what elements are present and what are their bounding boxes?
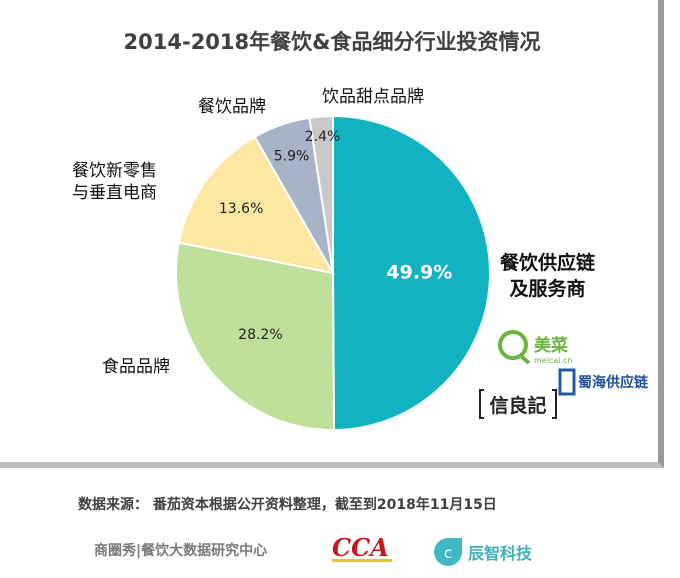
footer-chenzhi: 辰智科技 — [468, 544, 533, 563]
cca-text: CCA — [332, 533, 389, 562]
slice-value-label: 49.9% — [386, 262, 452, 284]
shuhai-logo: 蜀海供应链 — [558, 368, 668, 402]
chenzhi-logo: c — [432, 536, 464, 572]
label-catering: 餐饮品牌 — [198, 97, 266, 117]
meicai-sub-text: meicai.cn — [534, 356, 572, 365]
footer-org: 商圈秀|餐饮大数据研究中心 — [94, 543, 268, 559]
pie-chart: 49.9% 28.2% 13.6% 5.9% 2.4% — [175, 114, 492, 432]
label-drinks: 饮品甜点品牌 — [322, 87, 424, 107]
meicai-icon: 美菜 meicai.cn — [498, 330, 572, 365]
label-retail-line1: 餐饮新零售 — [72, 161, 157, 181]
cca-logo: CCA — [330, 532, 400, 570]
label-retail-line2: 与垂直电商 — [72, 183, 157, 203]
xinliangji-icon: 信良記 — [479, 389, 557, 419]
meicai-text: 美菜 — [534, 335, 569, 356]
meicai-logo: 美菜 meicai.cn — [496, 327, 586, 371]
xinliangji-text: 信良記 — [489, 394, 546, 417]
chenzhi-icon: c — [434, 538, 462, 566]
cca-icon: CCA — [332, 533, 392, 562]
slice-value-label: 2.4% — [305, 129, 341, 145]
pie-slice — [332, 114, 492, 432]
pie-slice — [308, 114, 334, 274]
label-food: 食品品牌 — [102, 357, 170, 377]
slice-value-label: 5.9% — [274, 148, 310, 164]
label-supply-line2: 及服务商 — [509, 278, 586, 300]
slice-value-label: 28.2% — [238, 327, 282, 343]
shuhai-icon: 蜀海供应链 — [558, 368, 649, 396]
label-supply: 餐饮供应链 及服务商 — [500, 250, 595, 302]
svg-text:c: c — [444, 544, 452, 562]
pie-slice — [175, 241, 335, 431]
shuhai-text: 蜀海供应链 — [578, 374, 649, 391]
xinliangji-logo: 信良記 — [478, 384, 558, 428]
chart-title: 2014-2018年餐饮&食品细分行业投资情况 — [123, 30, 541, 54]
slice-value-label: 13.6% — [219, 201, 263, 217]
pie-slice — [177, 135, 335, 275]
label-retail: 餐饮新零售 与垂直电商 — [72, 160, 157, 204]
label-supply-line1: 餐饮供应链 — [500, 252, 596, 274]
data-source: 数据来源： 番茄资本根据公开资料整理，截至到2018年11月15日 — [78, 497, 497, 513]
